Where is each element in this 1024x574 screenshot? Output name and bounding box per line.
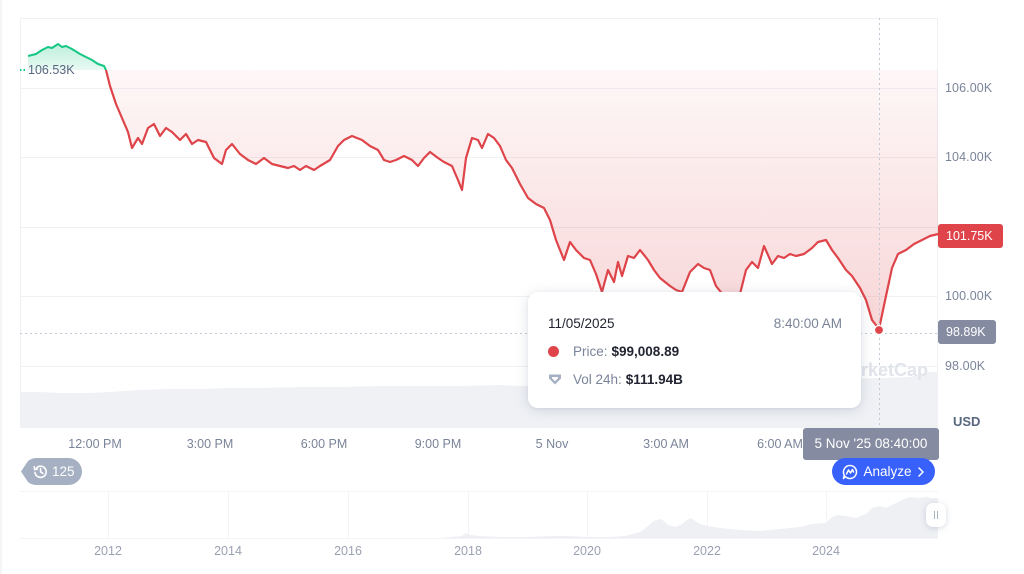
current-price-badge: 101.75K [938,224,1003,248]
tooltip-volume-value: $111.94B [625,372,683,387]
history-count: 125 [52,464,75,479]
currency-label: USD [953,414,981,429]
navigator-year: 2024 [812,544,840,558]
analyze-button[interactable]: Analyze [832,458,935,485]
price-line-down [104,69,939,331]
x-axis-tick: 12:00 PM [68,437,122,451]
baseline-price-label: 106.53K [28,63,75,77]
tooltip-time: 8:40:00 AM [773,316,842,331]
watermark: CoinMarketCap [858,360,929,380]
tooltip-price-row: Price: $99,008.89 [548,344,679,359]
navigator-year: 2016 [334,544,362,558]
volume-shield-icon [549,374,561,384]
chevron-right-icon [917,466,924,477]
y-axis-tick: 100.00K [945,289,993,303]
hover-price-badge: 98.89K [938,320,996,344]
y-axis-tick: 98.00K [945,359,986,373]
x-axis-tick: 5 Nov [535,437,569,451]
x-axis-tick: 9:00 PM [414,437,462,451]
hover-point [873,324,885,336]
y-axis-tick: 104.00K [945,150,993,164]
navigator-year: 2022 [693,544,721,558]
pill-shape [21,458,82,485]
crosshair-time-badge: 5 Nov '25 08:40:00 [803,428,939,465]
page-edge [0,0,2,574]
price-line-up [27,43,107,71]
analyze-label: Analyze [863,464,912,479]
y-axis-tick: 106.00K [945,81,993,95]
x-axis-tick: 6:00 AM [757,437,803,451]
navigator-year: 2020 [573,544,601,558]
navigator[interactable] [20,491,938,539]
hover-tooltip: 11/05/2025 8:40:00 AM Price: $99,008.89 … [528,292,861,408]
price-dot-icon [548,346,559,357]
history-clock-icon [33,465,47,479]
tooltip-volume-row: Vol 24h: $111.94B [548,372,683,387]
tooltip-price-value: $99,008.89 [611,344,680,359]
tooltip-volume-label: Vol 24h: [573,372,622,387]
tooltip-price-label: Price: [573,344,608,359]
navigator-drag-handle[interactable] [926,503,946,527]
navigator-year: 2014 [214,544,242,558]
navigator-year: 2018 [454,544,482,558]
analyze-chat-icon [843,464,858,479]
x-axis-tick: 6:00 PM [300,437,348,451]
x-axis-tick: 3:00 AM [643,437,689,451]
history-events-button[interactable]: 125 [20,458,82,485]
x-axis-tick: 3:00 PM [186,437,234,451]
tooltip-date: 11/05/2025 [548,316,615,331]
navigator-year: 2012 [94,544,122,558]
